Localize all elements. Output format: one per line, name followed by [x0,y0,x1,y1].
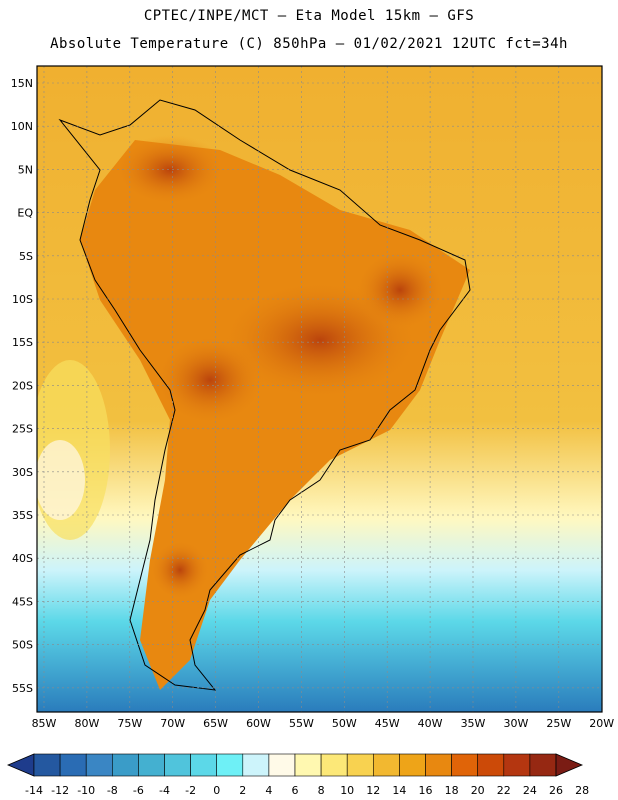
lat-label: 40S [12,552,33,565]
lon-label: 30W [503,717,528,730]
colorbar-label: 6 [292,784,299,797]
lat-label: 30S [12,466,33,479]
colorbar-label: 20 [471,784,485,797]
longitude-labels: 85W 80W 75W 70W 65W 60W 55W 50W 45W 40W 35W 30W 25W 2… [32,717,615,730]
colorbar-swatch [216,753,244,777]
colorbar-label: 10 [340,784,354,797]
colorbar-swatch [268,753,296,777]
chart-title-line1: CPTEC/INPE/MCT – Eta Model 15km – GFS [143,8,475,24]
colorbar-swatch [372,753,400,777]
lat-label: 45S [12,595,33,608]
lat-label: 5S [19,250,33,263]
colorbar-swatch [138,753,165,777]
colorbar-label: 22 [497,784,511,797]
lon-label: 75W [117,717,142,730]
lon-label: 45W [375,717,400,730]
colorbar-label: 14 [392,784,406,797]
colorbar-label: 4 [265,784,272,797]
colorbar-swatch [294,753,322,777]
lon-label: 70W [160,717,185,730]
lat-label: 10S [12,293,33,306]
colorbar-label: 24 [523,784,537,797]
lat-label: 10N [11,120,33,133]
colorbar-swatch [346,753,374,777]
colorbar-label: -2 [185,784,196,797]
temperature-field [37,66,602,712]
colorbar-swatch [451,753,479,777]
colorbar-label: 8 [318,784,325,797]
colorbar-swatch [59,753,87,777]
colorbar-label: 18 [445,784,459,797]
colorbar-swatch [164,753,191,777]
lat-label: 5N [18,163,33,176]
lat-label: EQ [17,207,33,220]
colorbar-swatch [503,753,531,777]
lon-label: 40W [418,717,443,730]
colorbar-swatch [112,753,139,777]
chart-title-line2: Absolute Temperature (C) 850hPa – 01/02/… [50,36,568,52]
colorbar-label: -14 [25,784,43,797]
lon-label: 85W [32,717,57,730]
colorbar-swatch [85,753,113,777]
colorbar-label: 12 [366,784,380,797]
lon-label: 20W [589,717,614,730]
colorbar-min-arrow [6,753,35,777]
colorbar-labels: -14 -12 -10 -8 -6 -4 -2 0 2 4 6 8 10 12 14 16 18 20 22 24 26… [25,784,589,797]
colorbar-label: -8 [107,784,118,797]
lat-label: 15S [12,336,33,349]
lon-label: 25W [546,717,571,730]
colorbar-swatch [399,753,426,777]
colorbar-label: -6 [133,784,144,797]
colorbar-label: -12 [51,784,69,797]
colorbar [6,753,584,777]
lon-label: 55W [289,717,314,730]
lat-label: 15N [11,77,33,90]
colorbar-swatch [529,753,557,777]
lon-label: 35W [461,717,486,730]
colorbar-swatch [33,753,61,777]
lat-label: 25S [12,423,33,436]
colorbar-swatch [320,753,348,777]
colorbar-label: 0 [213,784,220,797]
lon-label: 65W [203,717,228,730]
colorbar-swatch [242,753,270,777]
colorbar-max-arrow [555,753,584,777]
colorbar-label: 2 [239,784,246,797]
colorbar-swatch [190,753,218,777]
colorbar-label: -4 [159,784,170,797]
colorbar-label: 16 [419,784,433,797]
colorbar-swatch [425,753,452,777]
lon-label: 60W [246,717,271,730]
colorbar-swatch [477,753,505,777]
latitude-labels: 15N 10N 5N EQ 5S 10S 15S 20S 25S 30S 35S 40S 45S 50S 5… [11,77,34,695]
lat-label: 55S [12,682,33,695]
colorbar-label: 28 [575,784,589,797]
map-frame [36,65,603,713]
lat-label: 20S [12,379,33,392]
colorbar-label: -10 [77,784,95,797]
lat-label: 35S [12,509,33,522]
lon-label: 80W [74,717,99,730]
lon-label: 50W [332,717,357,730]
colorbar-label: 26 [549,784,563,797]
lat-label: 50S [12,639,33,652]
